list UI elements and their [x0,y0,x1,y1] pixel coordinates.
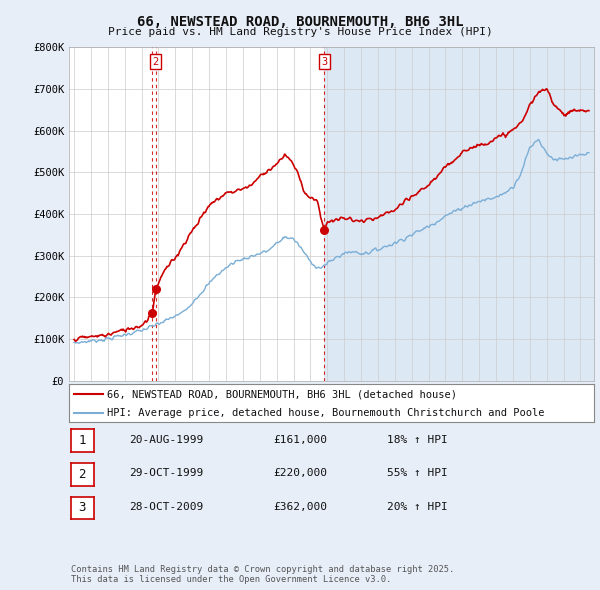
Text: 28-OCT-2009: 28-OCT-2009 [129,502,203,512]
Text: 20-AUG-1999: 20-AUG-1999 [129,435,203,444]
Text: 18% ↑ HPI: 18% ↑ HPI [387,435,448,444]
Text: 29-OCT-1999: 29-OCT-1999 [129,468,203,478]
Text: 66, NEWSTEAD ROAD, BOURNEMOUTH, BH6 3HL: 66, NEWSTEAD ROAD, BOURNEMOUTH, BH6 3HL [137,15,463,29]
Text: 2: 2 [79,468,86,481]
Text: 20% ↑ HPI: 20% ↑ HPI [387,502,448,512]
Text: 1: 1 [79,434,86,447]
Bar [324,47,594,381]
Text: 55% ↑ HPI: 55% ↑ HPI [387,468,448,478]
Text: 3: 3 [79,502,86,514]
Text: 2: 2 [152,57,159,67]
Text: £362,000: £362,000 [273,502,327,512]
Text: 66, NEWSTEAD ROAD, BOURNEMOUTH, BH6 3HL (detached house): 66, NEWSTEAD ROAD, BOURNEMOUTH, BH6 3HL … [107,389,457,399]
Text: Price paid vs. HM Land Registry's House Price Index (HPI): Price paid vs. HM Land Registry's House … [107,27,493,37]
Text: HPI: Average price, detached house, Bournemouth Christchurch and Poole: HPI: Average price, detached house, Bour… [107,408,544,418]
Text: £220,000: £220,000 [273,468,327,478]
Text: 3: 3 [321,57,328,67]
Text: £161,000: £161,000 [273,435,327,444]
Text: Contains HM Land Registry data © Crown copyright and database right 2025.
This d: Contains HM Land Registry data © Crown c… [71,565,454,584]
